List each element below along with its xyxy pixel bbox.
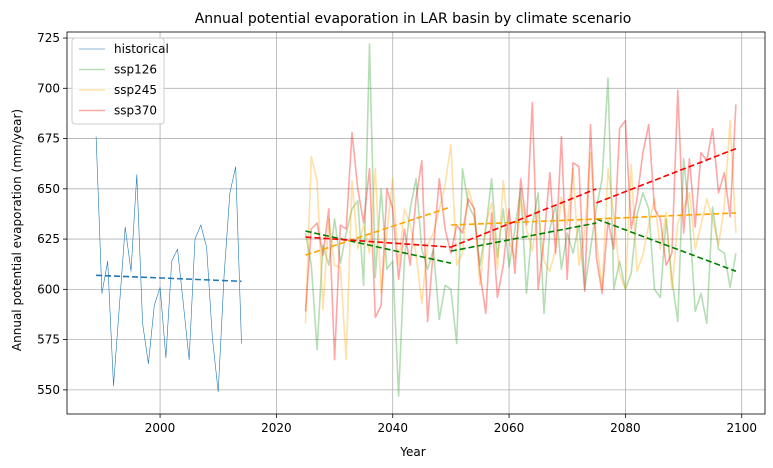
x-tick-label: 2040 — [377, 421, 408, 435]
legend-box — [71, 37, 165, 125]
y-tick-label: 550 — [37, 383, 60, 397]
series-line-historical — [95, 136, 242, 393]
trend-line-ssp245 — [596, 212, 736, 220]
x-tick-label: 2000 — [145, 421, 176, 435]
series-line-ssp245 — [304, 119, 737, 361]
series-line-ssp370 — [304, 89, 737, 361]
axes: 2000 2020 2040 2060 2080 2100 550 575 600 625 650 6… — [37, 31, 757, 435]
plot-frame — [66, 31, 766, 415]
trend-line-ssp245 — [450, 218, 597, 226]
y-tick-label: 625 — [37, 232, 60, 246]
trend-line-ssp126 — [450, 222, 597, 252]
trend-line-ssp370 — [450, 188, 597, 248]
y-tick-label: 575 — [37, 333, 60, 347]
legend-label-ssp245: ssp245 — [114, 83, 157, 97]
y-axis-label: Annual potential evaporation (mm/year) — [10, 109, 24, 351]
y-tick-label: 725 — [37, 31, 60, 45]
x-tick-label: 2060 — [494, 421, 525, 435]
chart-title: Annual potential evaporation in LAR basi… — [195, 11, 632, 27]
trend-line-ssp126 — [305, 230, 452, 264]
legend: historical ssp126 ssp245 ssp370 — [71, 37, 169, 125]
legend-label-ssp126: ssp126 — [114, 63, 157, 77]
legend-label-historical: historical — [114, 42, 169, 56]
y-tick-label: 700 — [37, 81, 60, 95]
x-axis-label: Year — [399, 445, 425, 459]
trend-line-ssp370 — [305, 236, 451, 248]
trend-line-ssp126 — [596, 218, 737, 273]
trend-line-ssp245 — [305, 206, 452, 256]
y-tick-label: 675 — [37, 132, 60, 146]
x-tick-label: 2080 — [610, 421, 641, 435]
legend-label-ssp370: ssp370 — [114, 104, 157, 118]
x-tick-label: 2020 — [261, 421, 292, 435]
y-tick-label: 650 — [37, 182, 60, 196]
trend-lines — [96, 147, 737, 283]
trend-line-ssp370 — [596, 147, 737, 204]
y-tick-label: 600 — [37, 282, 60, 296]
trend-line-historical — [96, 274, 242, 283]
x-tick-label: 2100 — [726, 421, 757, 435]
